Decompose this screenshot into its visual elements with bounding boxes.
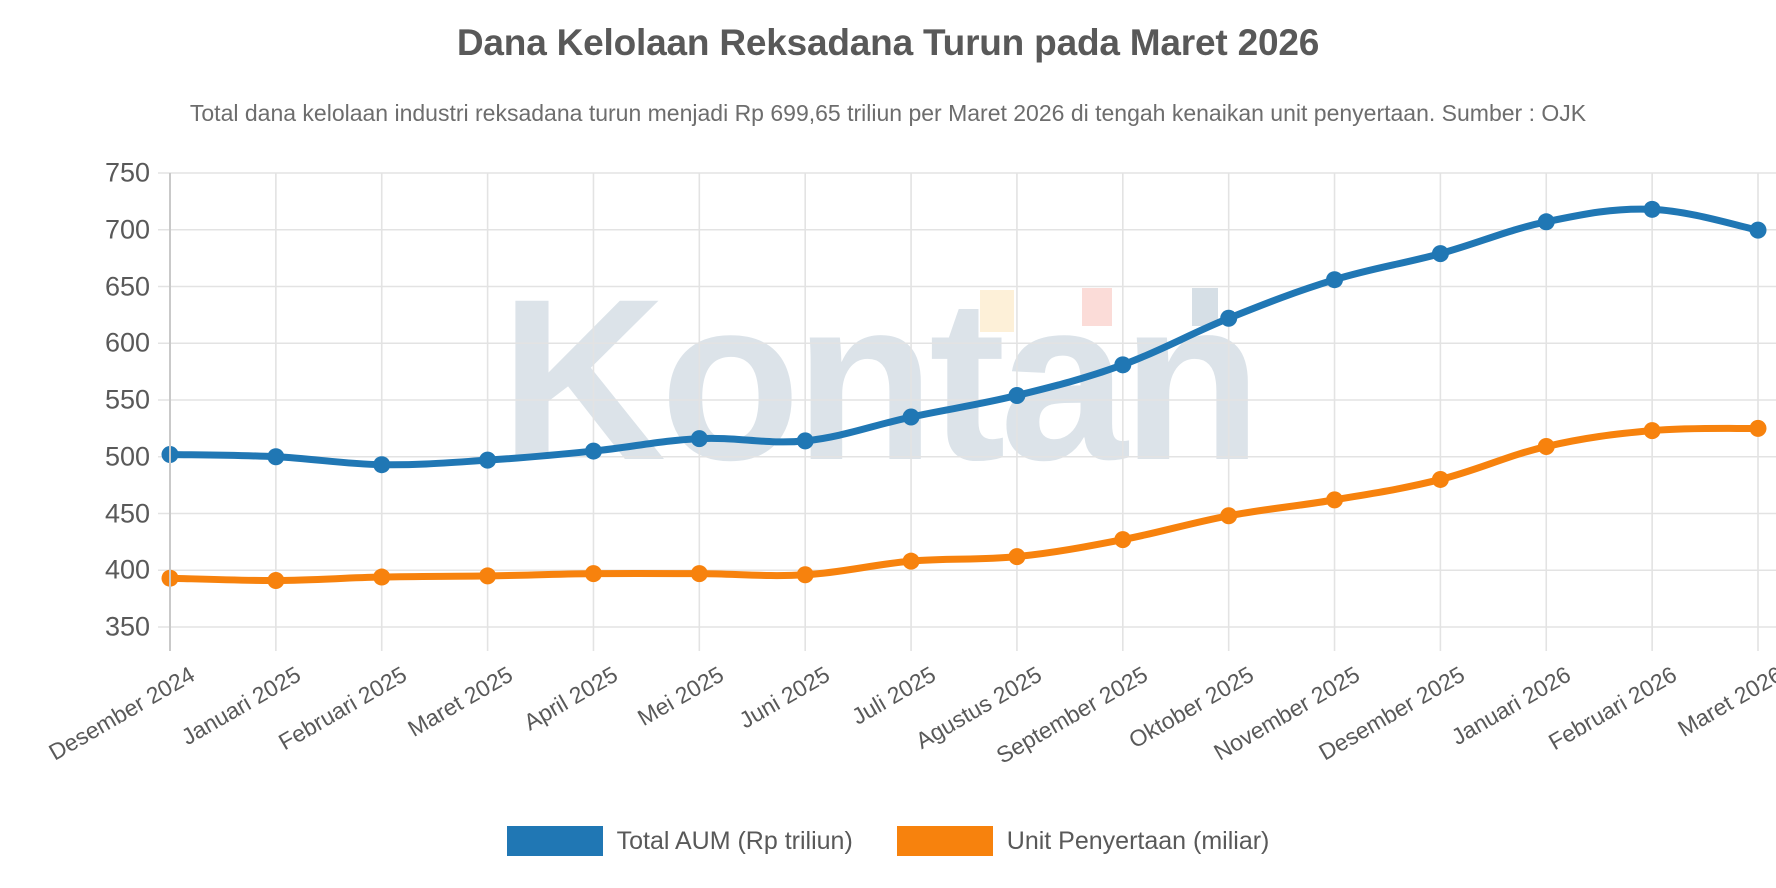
data-point (1008, 386, 1026, 404)
data-point (1431, 245, 1449, 263)
x-axis-tick-label: Desember 2024 (44, 661, 199, 766)
watermark-accent-red (1082, 288, 1112, 326)
line-chart-svg (158, 172, 1776, 651)
data-point (1114, 356, 1132, 374)
data-point (479, 567, 497, 585)
data-point (1326, 271, 1344, 289)
page-subtitle: Total dana kelolaan industri reksadana t… (189, 100, 1587, 126)
x-axis-tick-label: Februari 2026 (1544, 661, 1682, 756)
data-point (584, 442, 602, 460)
y-axis-tick-label: 450 (104, 498, 150, 528)
x-axis-tick-label: Oktober 2025 (1123, 661, 1258, 754)
data-point (1537, 213, 1555, 231)
watermark-accent-yellow (980, 290, 1014, 332)
data-point (1431, 470, 1449, 488)
x-axis-tick-label: Februari 2025 (273, 661, 411, 756)
legend-label: Unit Penyertaan (miliar) (1006, 826, 1270, 855)
data-point (1749, 221, 1767, 239)
data-point (796, 566, 814, 584)
data-point (1008, 548, 1026, 566)
data-point (479, 451, 497, 469)
data-point (1537, 438, 1555, 456)
data-point (690, 430, 708, 448)
y-axis-tick-label: 350 (104, 611, 150, 642)
y-axis-tick-label: 700 (104, 214, 150, 245)
data-point (1643, 200, 1661, 218)
y-axis-tick-label: 550 (104, 384, 150, 415)
data-point (584, 565, 602, 583)
y-axis-tick-label: 400 (104, 554, 150, 585)
y-axis-tick-label: 600 (104, 327, 150, 358)
watermark-accent-blue (1192, 288, 1218, 326)
y-axis-tick-label: 500 (104, 441, 150, 472)
data-point (902, 552, 920, 570)
data-point (1114, 531, 1132, 549)
y-axis: 350 400 450 500 550 600 650 700 750 (66, 157, 150, 642)
legend-item[interactable]: Unit Penyertaan (miliar) (896, 826, 1270, 856)
data-point (373, 568, 391, 586)
data-point (1220, 507, 1238, 525)
data-point (267, 571, 285, 589)
data-point (373, 456, 391, 474)
y-axis-tick-label: 750 (104, 157, 150, 188)
x-axis-tick-label: Januari 2025 (176, 661, 305, 751)
x-axis-tick-label: September 2025 (991, 661, 1152, 769)
x-axis-tick-label: Juni 2025 (734, 661, 835, 734)
x-axis-tick-label: Desember 2025 (1314, 661, 1470, 766)
x-axis-tick-label: Januari 2026 (1447, 661, 1576, 751)
data-point (267, 448, 285, 466)
x-axis-tick-label: Maret 2026 (1673, 661, 1776, 742)
x-axis-tick-label: Maret 2025 (402, 661, 517, 742)
legend-swatch-icon (896, 826, 993, 856)
legend-item[interactable]: Total AUM (Rp triliun) (506, 826, 853, 856)
x-axis-tick-label: April 2025 (519, 661, 623, 736)
x-axis-tick-label: Mei 2025 (633, 661, 729, 731)
plot-area: Kontan (158, 160, 1776, 651)
y-axis-tick-label: 650 (104, 271, 150, 301)
legend-swatch-icon (506, 826, 603, 856)
data-point (1643, 422, 1661, 440)
series-line-1 (166, 205, 1762, 469)
legend-label: Total AUM (Rp triliun) (616, 826, 853, 855)
x-axis-tick-label: Agustus 2025 (911, 661, 1046, 754)
x-axis-tick-label: November 2025 (1208, 661, 1364, 766)
chart-legend: Total AUM (Rp triliun) Unit Penyertaan (m… (0, 826, 1776, 856)
x-axis-tick-label: Juli 2025 (847, 661, 941, 730)
data-point (1749, 419, 1767, 437)
data-point (1326, 491, 1344, 509)
page-title: Dana Kelolaan Reksadana Turun pada Maret… (456, 22, 1320, 63)
data-point (902, 408, 920, 426)
data-point (1220, 309, 1238, 327)
data-point (796, 432, 814, 450)
data-point (690, 565, 708, 583)
series-line-2 (166, 424, 1762, 584)
